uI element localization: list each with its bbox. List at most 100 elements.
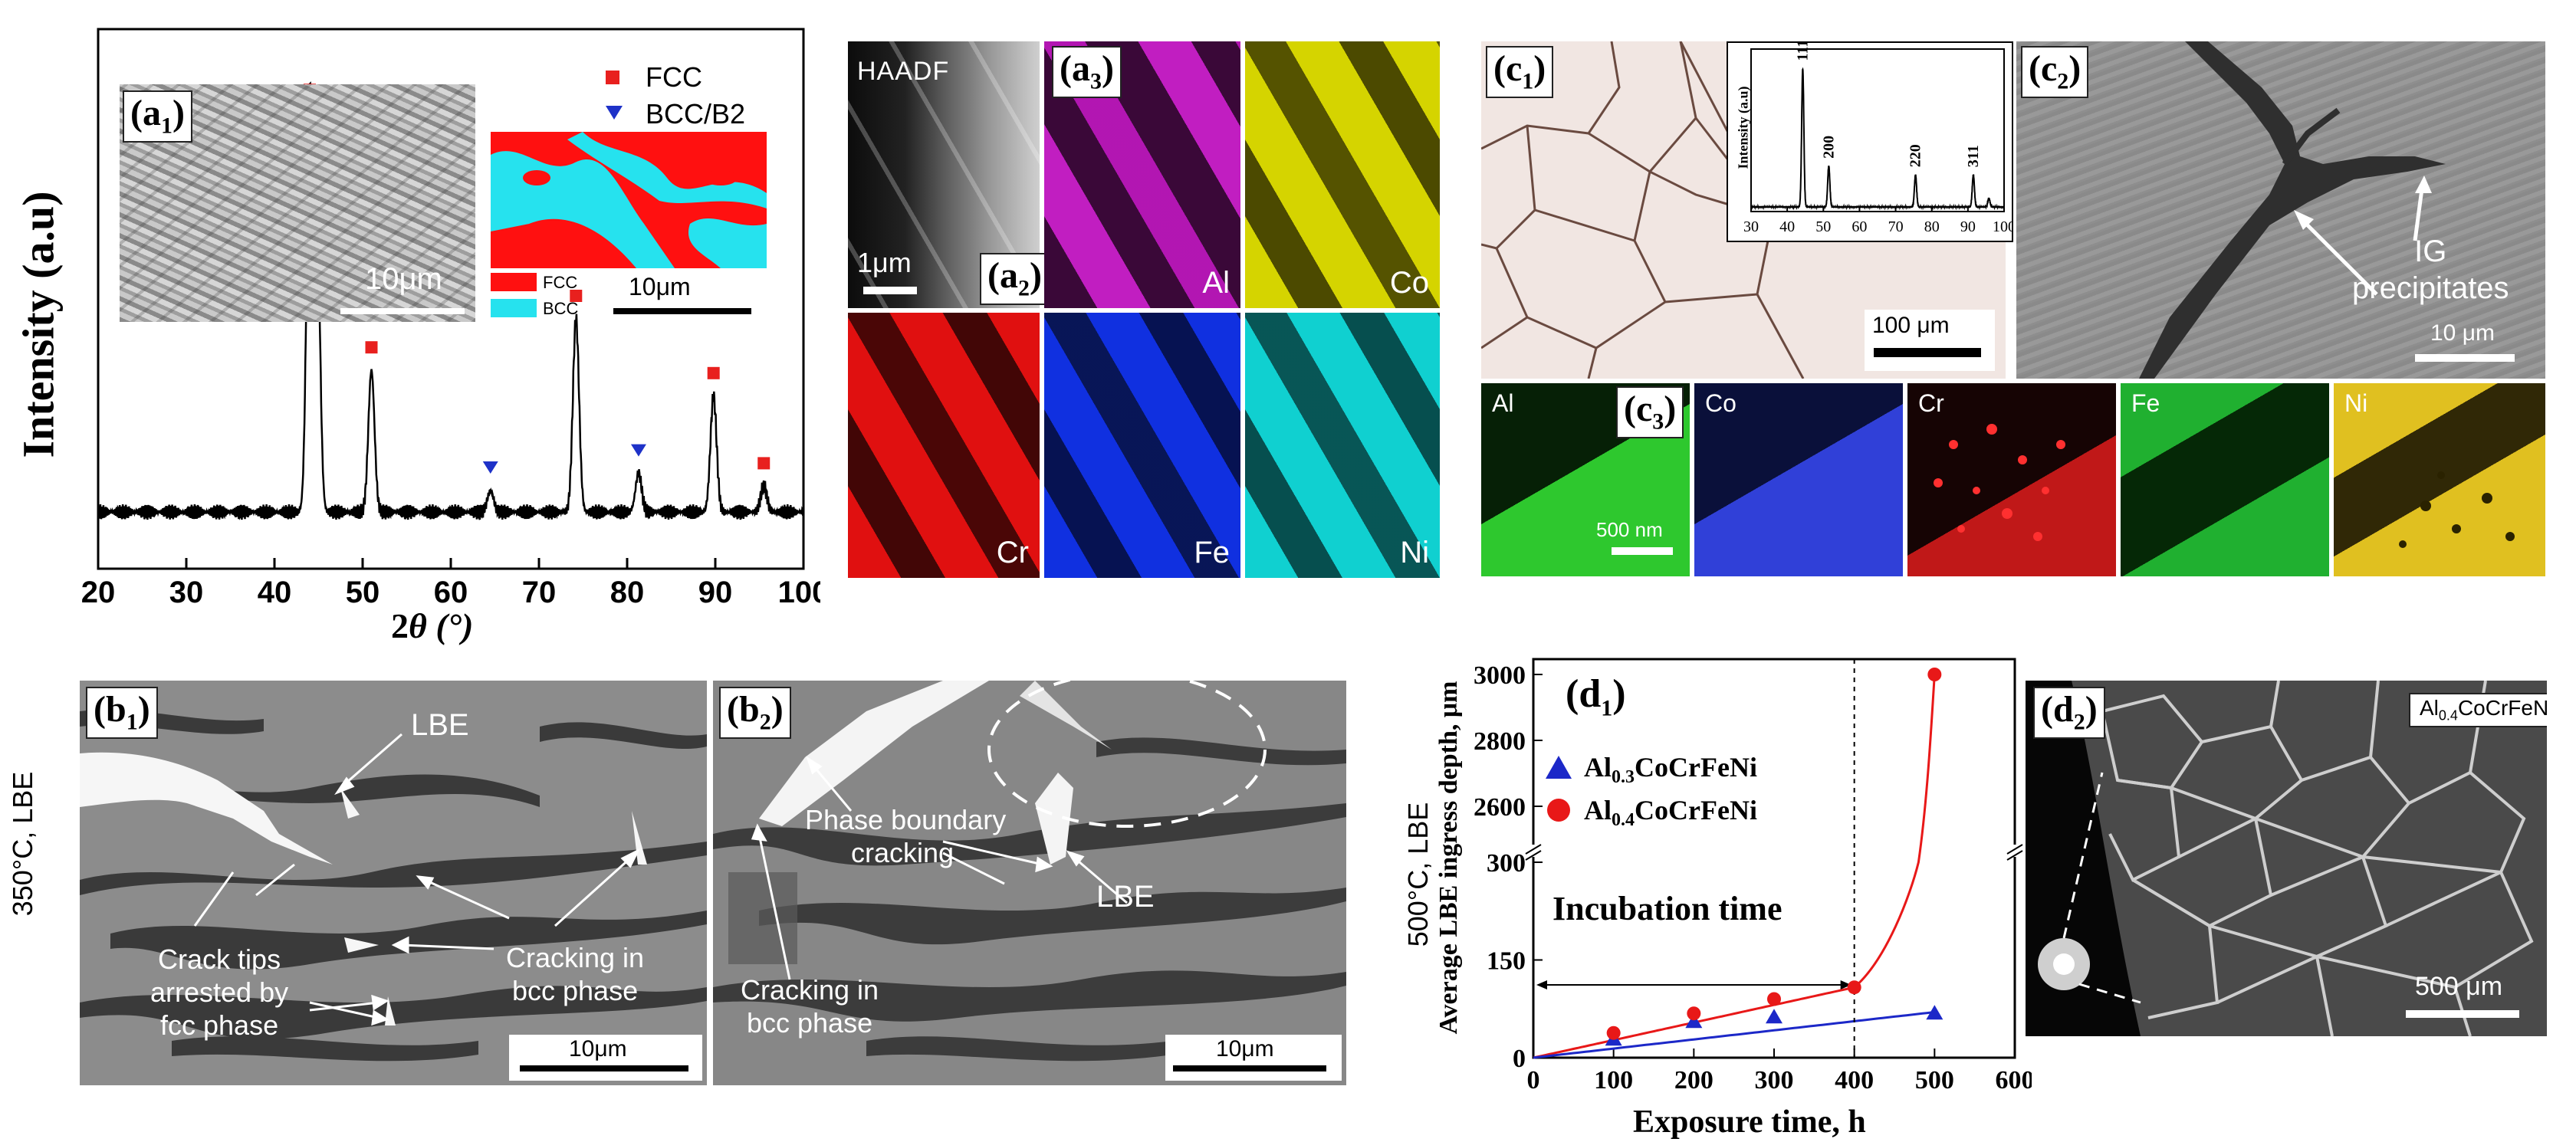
c2-crack — [2139, 41, 2446, 379]
d1-axis-break — [1525, 844, 2023, 861]
eds-ni-label: Ni — [1400, 536, 1429, 569]
c1-x-tick-label: 40 — [1779, 218, 1795, 235]
c3-al-label: Al — [1492, 389, 1514, 417]
x-axis-label-theta: θ (°) — [409, 606, 474, 645]
a1-phase-map — [491, 132, 767, 268]
c3-co: Co — [1694, 383, 1903, 576]
c2-arrow-1 — [2298, 216, 2378, 296]
x-tick-label: 20 — [81, 576, 116, 609]
c3-ni-label: Ni — [2344, 389, 2368, 417]
a1-inset-micrograph: 10μm — [120, 84, 475, 322]
panel-d1: 0 100 200 300 400 500 600 0 150 300 2600 2800 3000 A… — [1418, 644, 2032, 1142]
legend-triangle-icon — [606, 106, 623, 120]
d1-break-mark — [2006, 844, 2023, 855]
y-axis-label: Intensity (a.u) — [13, 172, 64, 478]
legend-fcc: FCC — [646, 61, 702, 93]
legend-fcc-label: FCC — [543, 273, 578, 292]
panel-label-c1: (c1) — [1486, 46, 1554, 98]
d1-x-tick-label: 200 — [1674, 1066, 1714, 1094]
legend-circle-icon — [1547, 799, 1570, 822]
b2-ann-phase-boundary: Phase boundary cracking — [805, 804, 1007, 869]
c1-peak-label: 200 — [1820, 136, 1837, 159]
c2-annotation: IG precipitates — [2352, 233, 2509, 307]
x-tick-label: 60 — [434, 576, 468, 609]
d1-break-mark — [2006, 850, 2023, 861]
c2-ann-line1: IG — [2414, 235, 2447, 268]
fcc-marker — [757, 457, 770, 470]
c3-co-label: Co — [1705, 389, 1737, 417]
d2-composition-box: Al0.4CoCrFeNi — [2409, 693, 2547, 727]
eds-fe: Fe — [1044, 313, 1240, 578]
b1-ann-crack-tips: Crack tips arrested by fcc phase — [150, 943, 289, 1042]
eds-cr: Cr — [848, 313, 1040, 578]
x-axis-label-two: 2 — [391, 606, 409, 645]
c3-cr-label: Cr — [1918, 389, 1944, 417]
c1-x-tick-label: 80 — [1924, 218, 1940, 235]
c1-x-tick-label: 50 — [1815, 218, 1831, 235]
b2-scale-box: 10μm — [1165, 1035, 1342, 1081]
b2-scale-label: 10μm — [1216, 1036, 1274, 1062]
x-axis-label: 2θ (°) — [391, 605, 473, 646]
panel-label-a2: (a2) — [980, 253, 1050, 305]
a1-inset-scale-bar — [340, 308, 465, 314]
xrd-trace — [97, 81, 805, 521]
d1-point-al03 — [1926, 1005, 1944, 1020]
d1-xlabel: Exposure time, h — [1633, 1104, 1866, 1140]
x-ticks: 20 30 40 50 60 70 80 90 100 — [81, 558, 820, 609]
phase-map-scale-bar — [613, 308, 751, 314]
d1-break-mark — [1525, 844, 1542, 855]
panel-b1-micrograph: LBE Crack tips arrested by fcc phase Cra… — [80, 681, 707, 1085]
legend-bcc-swatch — [491, 299, 537, 317]
c1-scale-box: 100 μm — [1865, 310, 1995, 371]
d1-y-tick-label: 0 — [1513, 1045, 1526, 1073]
c2-scale-bar — [2415, 354, 2515, 362]
c1-inset-xrd: 30 40 50 60 70 80 90 100 111 200 220 311 Intensity… — [1727, 41, 2013, 242]
b1-side-label: 350°C, LBE — [7, 771, 38, 917]
b1-scale-label: 10μm — [569, 1036, 627, 1062]
c3-ni-dots — [2399, 471, 2515, 548]
d1-point-al04 — [1927, 668, 1942, 681]
b1-ann-bcc: Cracking in bcc phase — [506, 942, 645, 1007]
d1-x-tick-label: 500 — [1915, 1066, 1954, 1094]
d1-annotation: Incubation time — [1552, 890, 1783, 927]
panel-label-c2: (c2) — [2021, 46, 2089, 98]
c3-scale-label: 500 nm — [1596, 518, 1663, 541]
x-tick-label: 90 — [698, 576, 733, 609]
c3-al: Al 500 nm — [1481, 383, 1690, 576]
eds-al-label: Al — [1202, 266, 1230, 300]
phase-map-legend: FCC BCC 10μm — [491, 273, 767, 327]
b1-scale-box: 10μm — [509, 1035, 702, 1081]
b2-ann-lbe: LBE — [1096, 880, 1155, 914]
c2-ann-line2: precipitates — [2352, 271, 2509, 305]
d1-point-al04 — [1687, 1006, 1701, 1021]
phase-map-blobs — [491, 132, 767, 268]
a2-scale-bar — [863, 287, 917, 294]
c1-x-tick-label: 100 — [1993, 218, 2012, 235]
d2-scale-bar — [2406, 1010, 2519, 1018]
legend-fcc-swatch — [491, 273, 537, 291]
d1-point-al04 — [1767, 992, 1781, 1006]
d1-point-al03 — [1766, 1009, 1783, 1024]
panel-label-b2: (b2) — [719, 687, 791, 739]
c1-x-tick-label: 70 — [1888, 218, 1904, 235]
d1-point-al03 — [1685, 1013, 1703, 1029]
b1-lamellae — [80, 709, 707, 1062]
legend-triangle-icon — [1546, 756, 1572, 779]
d1-point-al04 — [1606, 1026, 1621, 1040]
b1-ann-lbe: LBE — [411, 708, 469, 742]
c1-scale-bar — [1874, 348, 1981, 357]
d1-chart: 0 100 200 300 400 500 600 0 150 300 2600 2800 3000 — [1474, 658, 2032, 1094]
x-tick-label: 70 — [522, 576, 557, 609]
panel-label-c3: (c3) — [1616, 386, 1684, 438]
legend-square-icon — [606, 71, 619, 84]
d1-x-tick-label: 300 — [1755, 1066, 1794, 1094]
panel-label-d2: (d2) — [2033, 687, 2105, 739]
fcc-marker — [570, 290, 583, 302]
b1-scale-bar — [520, 1065, 688, 1071]
d1-incubation-arrow — [1536, 980, 1852, 989]
c3-fe-label: Fe — [2131, 389, 2160, 417]
x-tick-label: 80 — [610, 576, 645, 609]
d1-break-mark — [1525, 850, 1542, 861]
panel-label-a1: (a1) — [123, 90, 192, 143]
panel-c2-micrograph: IG precipitates 10 μm — [2016, 41, 2545, 379]
